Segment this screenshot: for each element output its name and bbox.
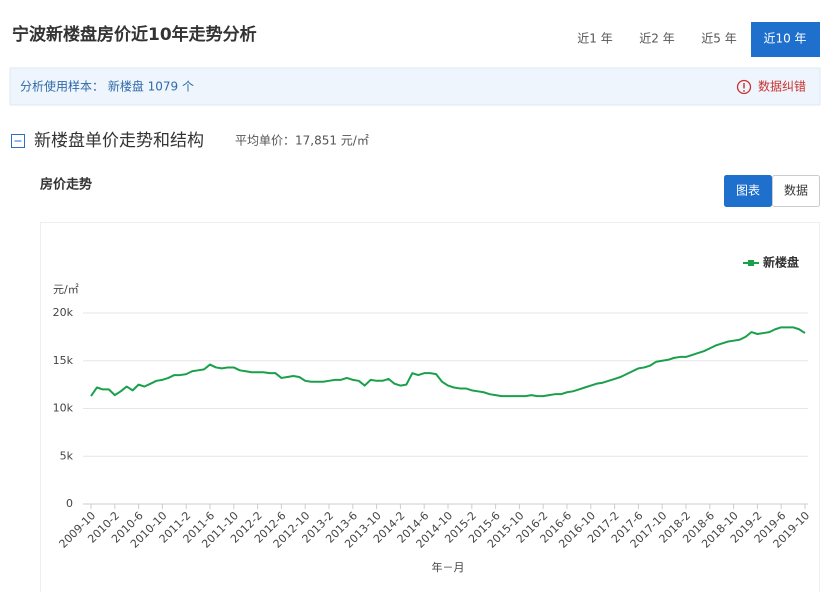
price-line — [90, 326, 806, 398]
tab[interactable]: 近10 年 — [763, 32, 806, 46]
average-price: 平均单价：17,851 元/㎡ — [235, 134, 369, 148]
legend-label: 新楼盘 — [763, 255, 799, 270]
report-link[interactable]: 数据纠错 — [758, 79, 806, 94]
warning-icon-dot — [743, 90, 745, 92]
info-bar — [9, 67, 821, 106]
y-tick-label: 0 — [66, 497, 73, 510]
toggle-button[interactable] — [772, 175, 820, 207]
y-tick-label: 10k — [53, 402, 74, 415]
toggle-label[interactable]: 数据 — [784, 183, 808, 198]
legend-swatch-dot — [748, 260, 754, 266]
toggle-button[interactable] — [724, 175, 772, 207]
tab[interactable]: 近2 年 — [639, 32, 674, 46]
section-title: 新楼盘单价走势和结构 — [34, 131, 204, 151]
toggle-label[interactable]: 图表 — [736, 184, 760, 198]
warning-icon — [736, 79, 752, 95]
collapse-icon[interactable] — [11, 134, 25, 148]
panel-title: 房价走势 — [40, 177, 92, 193]
y-tick-label: 20k — [53, 306, 74, 319]
page-title: 宁波新楼盘房价近10年走势分析 — [12, 24, 257, 45]
x-axis-label: 年－月 — [432, 560, 465, 574]
tab[interactable]: 近1 年 — [577, 32, 612, 46]
chart-frame — [40, 222, 820, 592]
tab[interactable]: 近5 年 — [701, 32, 736, 46]
y-axis-label: 元/㎡ — [53, 283, 79, 296]
tab-active-bg[interactable] — [751, 22, 820, 57]
y-tick-label: 5k — [60, 449, 74, 462]
y-tick-label: 15k — [53, 354, 74, 367]
sample-info: 分析使用样本： 新楼盘 1079 个 — [20, 79, 194, 94]
